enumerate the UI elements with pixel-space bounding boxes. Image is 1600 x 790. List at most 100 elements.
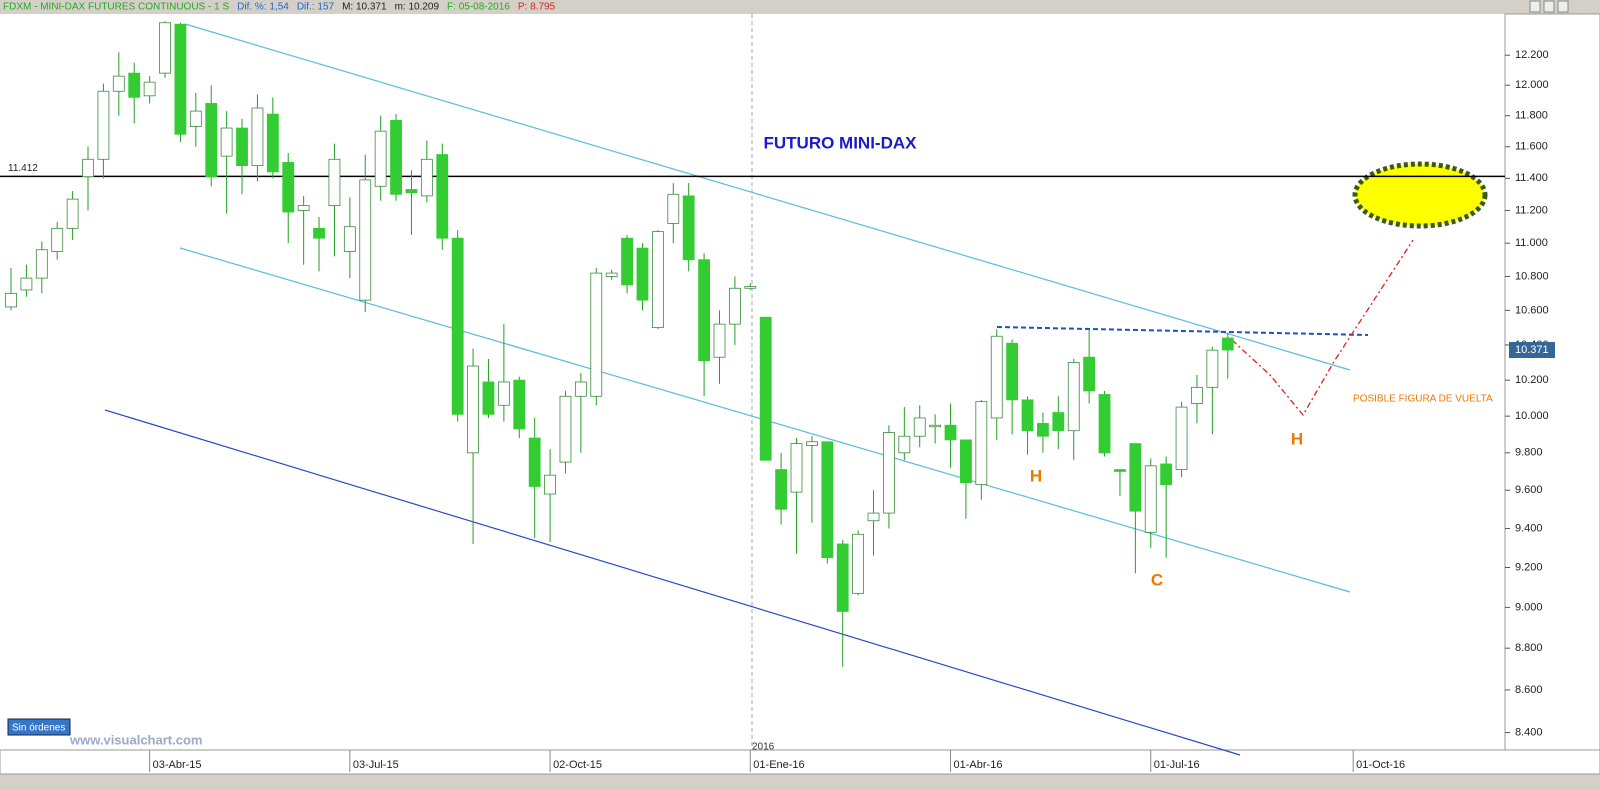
header-item: FDXM - MINI-DAX FUTURES CONTINUOUS - 1 S xyxy=(3,2,229,13)
target-ellipse xyxy=(1352,161,1488,229)
annotation: H xyxy=(1291,429,1303,448)
candle-body xyxy=(1098,394,1111,454)
candle-body xyxy=(759,316,772,461)
orders-badge[interactable] xyxy=(7,718,71,736)
orders-label[interactable]: Sin órdenes xyxy=(12,723,65,734)
candle-body xyxy=(266,113,279,173)
candle-body xyxy=(990,335,1003,419)
candle-body xyxy=(436,154,449,239)
candle-body xyxy=(1021,399,1034,432)
y-tick-label: 9.600 xyxy=(1515,484,1543,496)
candle-body xyxy=(1144,465,1157,533)
candle-body xyxy=(913,417,926,437)
candle-body xyxy=(651,231,664,328)
header-item: Dif.: 157 xyxy=(297,2,335,13)
x-axis-area xyxy=(0,749,1600,775)
resistance-line xyxy=(996,326,1369,336)
candle-body xyxy=(82,158,94,178)
candle-body xyxy=(1221,337,1234,351)
candle-body xyxy=(359,179,372,301)
candle-body xyxy=(806,441,818,446)
chart-title: FUTURO MINI-DAX xyxy=(764,133,918,152)
header-item: m: 10.209 xyxy=(395,2,440,13)
y-tick-label: 12.000 xyxy=(1515,79,1549,91)
candle-body xyxy=(174,23,187,135)
projection-line xyxy=(1231,239,1414,417)
candle-body xyxy=(205,103,218,178)
price-tag xyxy=(1509,342,1555,359)
candle-body xyxy=(1129,443,1142,512)
candle-body xyxy=(1037,423,1049,437)
y-tick-label: 10.800 xyxy=(1515,270,1549,282)
candle-body xyxy=(544,474,556,495)
candle-body xyxy=(189,110,202,127)
candle-body xyxy=(328,158,341,206)
candle-body xyxy=(467,365,479,454)
candle-body xyxy=(775,469,788,510)
candle-body xyxy=(220,127,233,157)
candle-body xyxy=(313,227,325,239)
level-label: 11.412 xyxy=(8,163,38,174)
candle-body xyxy=(590,272,603,397)
y-tick-label: 10.000 xyxy=(1515,410,1549,422)
annotation: C xyxy=(1151,570,1163,589)
y-tick-label: 8.800 xyxy=(1515,642,1543,654)
candle-body xyxy=(975,401,988,485)
candle-body xyxy=(1052,412,1065,432)
candle-body xyxy=(251,107,264,167)
x-tick-label: 02-Oct-15 xyxy=(553,759,602,771)
x-tick-label: 01-Abr-16 xyxy=(954,759,1003,771)
candle-body xyxy=(929,424,942,428)
candle-body xyxy=(497,381,510,406)
annotation: POSIBLE FIGURA DE VUELTA xyxy=(1353,394,1493,405)
y-tick-label: 11.200 xyxy=(1515,204,1548,216)
window-button[interactable] xyxy=(1543,0,1555,13)
candle-body xyxy=(852,533,865,594)
window-button[interactable] xyxy=(1557,0,1569,13)
candle-body xyxy=(236,127,248,167)
candle-body xyxy=(883,432,895,514)
candle-body xyxy=(713,323,726,358)
y-tick-label: 9.800 xyxy=(1515,447,1543,459)
candle-body xyxy=(482,381,495,415)
year-label: 2016 xyxy=(752,742,775,753)
y-tick-label: 9.000 xyxy=(1515,601,1543,613)
candle-body xyxy=(20,277,33,291)
header-item: Dif. %: 1,54 xyxy=(237,2,289,13)
y-tick-label: 10.200 xyxy=(1515,374,1549,386)
candle-body xyxy=(1114,469,1126,472)
x-tick-label: 03-Abr-15 xyxy=(153,759,202,771)
candle-body xyxy=(1175,406,1188,470)
candle-body xyxy=(790,443,803,493)
candle-body xyxy=(513,379,526,430)
channel-lower xyxy=(104,409,1241,756)
y-tick-label: 11.400 xyxy=(1515,172,1548,184)
y-tick-label: 11.800 xyxy=(1515,110,1548,122)
y-axis-area xyxy=(1504,13,1600,751)
candle-body xyxy=(1191,386,1203,404)
channel-upper xyxy=(184,23,1351,371)
x-tick-label: 03-Jul-15 xyxy=(353,759,399,771)
header-item: F: 05-08-2016 xyxy=(447,2,510,13)
header-item: P: 8.795 xyxy=(518,2,556,13)
candle-body xyxy=(636,247,649,301)
candle-body xyxy=(405,189,418,194)
candle-body xyxy=(112,75,125,92)
header: FDXM - MINI-DAX FUTURES CONTINUOUS - 1 S… xyxy=(3,2,556,13)
price-tag-label: 10.371 xyxy=(1515,344,1549,356)
candle-body xyxy=(420,158,433,197)
y-tick-label: 10.600 xyxy=(1515,304,1549,316)
candle-body xyxy=(159,22,171,74)
candle-body xyxy=(282,162,295,213)
candle-body xyxy=(682,195,695,261)
y-tick-label: 12.200 xyxy=(1515,49,1549,61)
candle-body xyxy=(374,130,387,187)
window-button[interactable] xyxy=(1529,0,1541,13)
candle-body xyxy=(451,237,464,415)
candle-body xyxy=(559,395,572,463)
candle-body xyxy=(744,286,757,289)
candle-body xyxy=(867,512,880,522)
candle-body xyxy=(1160,463,1173,485)
candle-body xyxy=(667,193,680,224)
